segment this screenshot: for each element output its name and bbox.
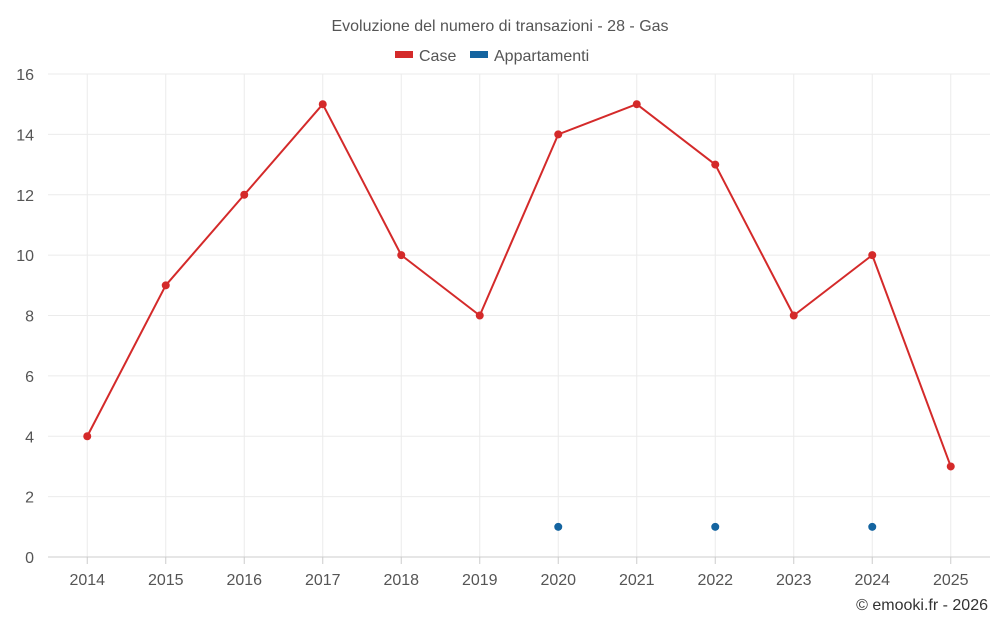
y-tick-label: 12 [16,188,34,205]
series-appartamenti [554,522,877,531]
legend-label-case: Case [419,48,456,65]
data-point-appartamenti[interactable] [868,522,877,531]
x-tick-label: 2025 [933,572,969,589]
x-tick-label: 2021 [619,572,655,589]
data-point-case[interactable] [789,311,798,320]
axes: 0 2 4 6 8 10 12 14 16 2014 2015 2016 2017 2018 2019 202… [16,67,990,589]
y-tick-label: 10 [16,248,34,265]
x-tick-label: 2020 [540,572,576,589]
legend: Case Appartamenti [395,48,589,65]
data-point-appartamenti[interactable] [711,522,720,531]
x-tick-label: 2015 [148,572,184,589]
x-tick-label: 2014 [69,572,105,589]
data-point-case[interactable] [868,251,877,260]
y-tick-label: 8 [25,309,34,326]
data-point-case[interactable] [240,190,249,199]
x-tick-label: 2023 [776,572,812,589]
legend-item-appartamenti[interactable]: Appartamenti [470,48,589,65]
data-point-case[interactable] [554,130,563,139]
x-tick-label: 2018 [383,572,419,589]
legend-item-case[interactable]: Case [395,48,456,65]
y-tick-label: 16 [16,67,34,84]
data-point-appartamenti[interactable] [554,522,563,531]
legend-swatch-appartamenti [470,51,488,58]
series-line-case [86,103,952,467]
chart-title: Evoluzione del numero di transazioni - 2… [331,18,668,35]
data-point-case[interactable] [946,462,955,471]
data-point-case[interactable] [475,311,484,320]
y-tick-label: 2 [25,490,34,507]
data-point-case[interactable] [711,160,720,169]
grid [48,73,990,557]
x-tick-label: 2024 [854,572,890,589]
y-tick-label: 0 [25,550,34,567]
y-tick-label: 6 [25,369,34,386]
x-tick-label: 2017 [305,572,341,589]
x-tick-label: 2022 [697,572,733,589]
data-point-case[interactable] [83,432,92,441]
series-case [83,100,955,471]
y-tick-label: 14 [16,127,34,144]
legend-swatch-case [395,51,413,58]
x-tick-label: 2019 [462,572,498,589]
data-point-case[interactable] [397,251,406,260]
y-tick-label: 4 [25,429,34,446]
footer-credit: © emooki.fr - 2026 [856,597,988,614]
data-point-case[interactable] [161,281,170,290]
data-point-case[interactable] [632,100,641,109]
x-tick-label: 2016 [226,572,262,589]
series [83,100,955,531]
legend-label-appartamenti: Appartamenti [494,48,589,65]
data-point-case[interactable] [318,100,327,109]
